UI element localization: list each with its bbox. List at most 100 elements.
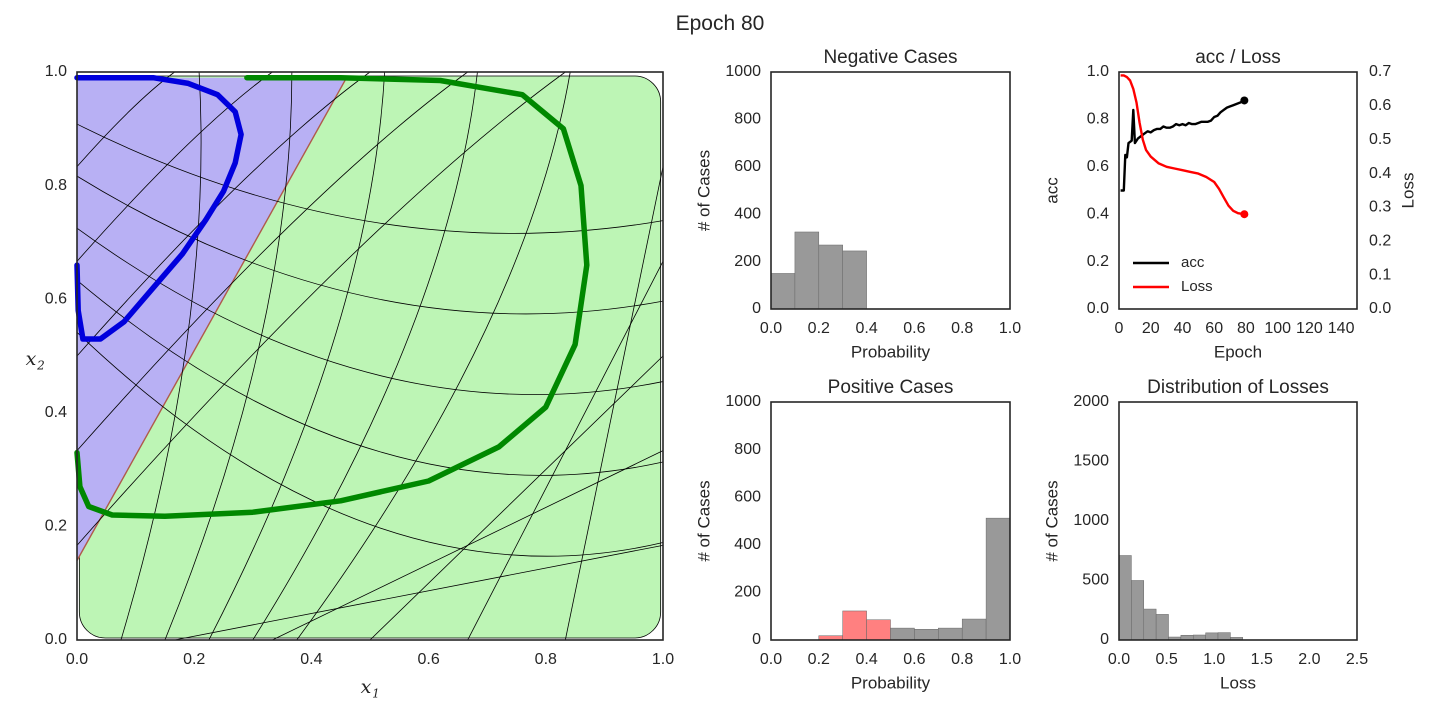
x-tick-label: 2.5 bbox=[1346, 651, 1368, 668]
y-tick-label: 0 bbox=[752, 631, 761, 648]
x-tick-label: 0 bbox=[1115, 320, 1124, 337]
x-tick-label: 0.6 bbox=[903, 320, 925, 337]
right-y-axis-label: Loss bbox=[1398, 173, 1417, 209]
y-tick-label: 800 bbox=[734, 441, 761, 458]
axes-title: Distribution of Losses bbox=[1147, 377, 1329, 398]
x-axis-label: x bbox=[361, 676, 372, 698]
x-tick-label: 0.8 bbox=[951, 320, 973, 337]
y-axis-label: # of Cases bbox=[1042, 480, 1061, 561]
grid-curve bbox=[76, 123, 664, 234]
x-tick-label: 120 bbox=[1296, 320, 1323, 337]
grid-curve bbox=[564, 166, 664, 641]
series-endpoint-loss bbox=[1240, 210, 1249, 219]
y-tick-label: 0.6 bbox=[1087, 158, 1109, 175]
y-tick-label: 200 bbox=[734, 584, 761, 601]
y-tick-label: 0.4 bbox=[1087, 205, 1109, 222]
y-tick-label: 400 bbox=[734, 205, 761, 222]
x-axis-label-subscript: 1 bbox=[372, 687, 380, 701]
x-tick-label: 0.8 bbox=[951, 651, 973, 668]
grid-curve bbox=[296, 71, 571, 641]
y-tick-label: 600 bbox=[734, 488, 761, 505]
histogram-bar bbox=[866, 619, 891, 641]
x-tick-label: 40 bbox=[1174, 320, 1192, 337]
x-tick-label: 80 bbox=[1237, 320, 1255, 337]
data-curve-positive bbox=[74, 74, 590, 519]
x-axis-label: Epoch bbox=[1214, 342, 1262, 361]
x-tick-label: 140 bbox=[1328, 320, 1355, 337]
y-tick-label: 0.6 bbox=[45, 290, 67, 307]
histogram-bar bbox=[1118, 555, 1132, 641]
y-tick-label: 2000 bbox=[1073, 393, 1109, 410]
histogram-bar bbox=[961, 618, 987, 641]
y-tick-label: 400 bbox=[734, 536, 761, 553]
y-tick-label: 0.2 bbox=[1087, 253, 1109, 270]
x-axis-label: Probability bbox=[851, 342, 931, 361]
x-tick-label: 0.6 bbox=[903, 651, 925, 668]
y-tick-label: 200 bbox=[734, 253, 761, 270]
x-axis-label: Loss bbox=[1220, 673, 1256, 692]
histogram-bar bbox=[1205, 632, 1219, 641]
x-tick-label: 0.0 bbox=[1108, 651, 1130, 668]
y-axis-label: x bbox=[26, 348, 37, 370]
x-tick-label: 0.8 bbox=[535, 651, 557, 668]
histogram-bar bbox=[818, 244, 843, 310]
x-tick-label: 1.5 bbox=[1251, 651, 1273, 668]
x-tick-label: 1.0 bbox=[652, 651, 674, 668]
histogram-bar bbox=[1131, 580, 1145, 641]
y-tick-label: 0.4 bbox=[45, 404, 67, 421]
right-y-tick-label: 0.2 bbox=[1369, 233, 1391, 250]
grid-curve bbox=[76, 279, 664, 476]
right-y-tick-label: 0.6 bbox=[1369, 97, 1391, 114]
axes-frame bbox=[1118, 401, 1358, 641]
series-line-acc bbox=[1120, 99, 1245, 192]
histogram-bar bbox=[794, 231, 820, 310]
y-tick-label: 0.8 bbox=[1087, 111, 1109, 128]
axes-frame bbox=[770, 71, 1011, 310]
acc-loss-plot: 0 20 40 60 80 100 120 140 0.0 0.2 0.4 0.6 0.8 1.0 acc … bbox=[1042, 47, 1417, 361]
histogram-bar bbox=[842, 250, 867, 310]
series-endpoint-acc bbox=[1240, 96, 1249, 105]
right-y-tick-label: 0.3 bbox=[1369, 199, 1391, 216]
y-tick-label: 0.8 bbox=[45, 177, 67, 194]
series-line-loss bbox=[1120, 74, 1245, 216]
x-tick-label: 0.4 bbox=[855, 651, 877, 668]
x-tick-label: 60 bbox=[1205, 320, 1223, 337]
y-axis-label: # of Cases bbox=[694, 480, 713, 561]
loss-distribution-histogram: 0.0 0.5 1.0 1.5 2.0 2.5 0 500 1000 1500 2000 Distri… bbox=[1042, 377, 1368, 692]
y-tick-label: 500 bbox=[1082, 572, 1109, 589]
x-tick-label: 0.2 bbox=[808, 320, 830, 337]
y-tick-label: 1000 bbox=[1073, 512, 1109, 529]
x-tick-label: 1.0 bbox=[1203, 651, 1225, 668]
grid-curve bbox=[252, 71, 478, 641]
y-axis-label: # of Cases bbox=[694, 150, 713, 231]
x-tick-label: 1.0 bbox=[999, 651, 1021, 668]
histogram-bar bbox=[1155, 614, 1169, 641]
axes-frame bbox=[1118, 71, 1358, 310]
histogram-bar bbox=[985, 517, 1011, 641]
axes-frame bbox=[770, 401, 1011, 641]
x-tick-label: 0.0 bbox=[66, 651, 88, 668]
axes-title: Negative Cases bbox=[823, 47, 957, 68]
y-tick-label: 1000 bbox=[725, 63, 761, 80]
x-tick-label: 0.4 bbox=[855, 320, 877, 337]
grid-curve bbox=[76, 332, 664, 557]
figure-title: Epoch 80 bbox=[676, 12, 765, 35]
right-y-tick-label: 0.4 bbox=[1369, 165, 1391, 182]
x-tick-label: 0.0 bbox=[760, 320, 782, 337]
x-tick-label: 20 bbox=[1142, 320, 1160, 337]
histogram-bar bbox=[1143, 608, 1157, 641]
right-y-tick-label: 0.0 bbox=[1369, 300, 1391, 317]
x-tick-label: 0.5 bbox=[1155, 651, 1177, 668]
grid-curve bbox=[369, 355, 664, 641]
histogram-bar bbox=[914, 629, 939, 641]
x-tick-label: 0.2 bbox=[808, 651, 830, 668]
axes-title: acc / Loss bbox=[1195, 47, 1281, 68]
x-tick-label: 0.2 bbox=[183, 651, 205, 668]
grid-curve bbox=[76, 71, 566, 546]
warped-grid bbox=[76, 71, 664, 641]
y-tick-label: 1.0 bbox=[1087, 63, 1109, 80]
legend-label: acc bbox=[1181, 254, 1205, 271]
y-tick-label: 0 bbox=[752, 300, 761, 317]
y-tick-label: 600 bbox=[734, 158, 761, 175]
